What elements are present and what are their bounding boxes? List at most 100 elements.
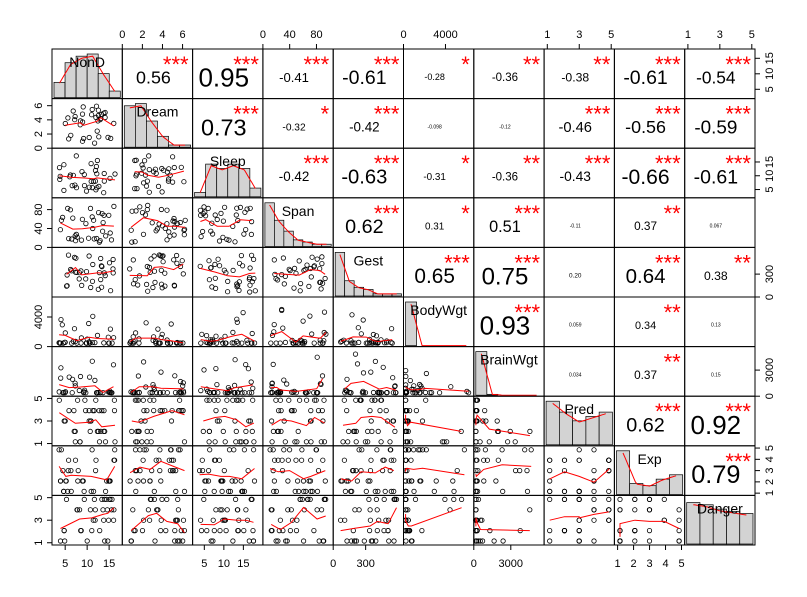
scatter-point xyxy=(419,527,425,534)
scatter-point xyxy=(250,527,256,534)
scatter-point xyxy=(140,478,147,484)
scatter-point xyxy=(439,439,445,445)
scatter-point xyxy=(352,507,358,513)
scatter-point xyxy=(65,205,71,211)
scatter-point xyxy=(171,164,177,171)
scatter-point xyxy=(102,538,108,544)
scatter-point xyxy=(60,390,66,396)
scatter-point xyxy=(231,390,237,396)
scatter-point xyxy=(274,428,281,434)
scatter-point xyxy=(159,285,165,291)
scatter-point xyxy=(206,439,212,445)
scatter-point xyxy=(177,219,183,226)
y-tick-label: 1 xyxy=(33,540,45,546)
scatter-point xyxy=(661,517,667,523)
scatter-point xyxy=(99,407,105,414)
scatter-point xyxy=(299,447,305,453)
scatter-point xyxy=(367,517,373,523)
scatter-point xyxy=(246,538,252,544)
scatter-point xyxy=(226,447,233,453)
scatter-point xyxy=(181,439,188,445)
scatter-point xyxy=(450,478,456,484)
correlation-value: -0.11 xyxy=(570,224,581,230)
scatter-point xyxy=(129,208,135,214)
correlation-value: 0.62 xyxy=(626,415,665,437)
scatter-point xyxy=(173,467,179,474)
scatter-point xyxy=(311,263,317,269)
scatter-point xyxy=(175,447,182,453)
correlation-value: 0.75 xyxy=(482,263,529,290)
scatter-point xyxy=(178,390,184,396)
scatter-point xyxy=(79,169,85,175)
scatter-point xyxy=(70,215,76,221)
scatter-point xyxy=(240,309,246,316)
smoother-line xyxy=(274,269,326,276)
scatter-point xyxy=(375,428,381,434)
scatter-point xyxy=(91,217,97,223)
scatter-point xyxy=(134,186,140,192)
scatter-point xyxy=(97,238,103,244)
scatter-point xyxy=(547,538,553,544)
scatter-point xyxy=(132,447,139,453)
scatter-point xyxy=(286,447,293,453)
scatter-point xyxy=(229,478,235,484)
scatter-point xyxy=(422,389,429,396)
scatter-point xyxy=(140,165,146,171)
scatter-point xyxy=(198,527,205,534)
scatter-point xyxy=(83,221,89,227)
scatter-point xyxy=(321,397,327,403)
scatter-point xyxy=(71,254,78,260)
scatter-point xyxy=(339,338,345,344)
scatter-point xyxy=(171,215,177,222)
scatter-point xyxy=(89,185,95,191)
histogram-bar xyxy=(123,105,136,148)
scatter-point xyxy=(56,447,62,453)
scatter-point xyxy=(482,407,488,414)
histogram-bar xyxy=(264,202,275,247)
scatter-point xyxy=(81,172,87,178)
scatter-point xyxy=(78,237,85,243)
x-tick-label: 5 xyxy=(608,29,614,41)
scatter-point xyxy=(77,507,83,513)
scatter-point xyxy=(210,231,216,237)
scatter-point xyxy=(111,517,117,523)
scatter-point xyxy=(380,364,386,370)
scatter-point xyxy=(89,447,95,453)
scatter-point xyxy=(63,478,69,484)
scatter-point xyxy=(353,428,359,434)
scatter-point xyxy=(315,390,321,396)
scatter-point xyxy=(249,330,255,337)
scatter-point xyxy=(269,384,275,390)
scatter-point xyxy=(132,276,138,283)
scatter-point xyxy=(136,340,142,346)
scatter-point xyxy=(561,488,568,494)
scatter-point xyxy=(160,259,166,265)
scatter-point xyxy=(406,407,413,414)
scatter-point xyxy=(296,397,303,403)
significance-stars: ** xyxy=(523,151,541,176)
correlation-value: -0.56 xyxy=(625,117,666,137)
scatter-point xyxy=(372,488,378,494)
scatter-point xyxy=(318,507,325,513)
variable-label: Danger xyxy=(697,500,743,516)
y-tick-label: 0 xyxy=(764,294,776,300)
scatter-point xyxy=(206,467,212,474)
x-tick-label: 40 xyxy=(284,29,296,41)
scatter-point xyxy=(61,527,67,534)
y-tick-label: 0 xyxy=(33,145,45,151)
scatter-point xyxy=(142,212,149,218)
scatter-point xyxy=(676,538,682,544)
scatter-point xyxy=(92,507,98,513)
scatter-point xyxy=(64,283,70,289)
scatter-point xyxy=(230,329,236,335)
scatter-point xyxy=(307,265,314,272)
scatter-point xyxy=(205,478,212,484)
correlation-value: -0.54 xyxy=(696,67,736,87)
scatter-point xyxy=(219,488,225,494)
scatter-point xyxy=(166,229,172,235)
scatter-point xyxy=(288,407,294,414)
scatter-point xyxy=(268,418,275,424)
scatter-point xyxy=(388,326,395,332)
scatter-point xyxy=(142,158,148,164)
scatter-point xyxy=(354,361,361,367)
